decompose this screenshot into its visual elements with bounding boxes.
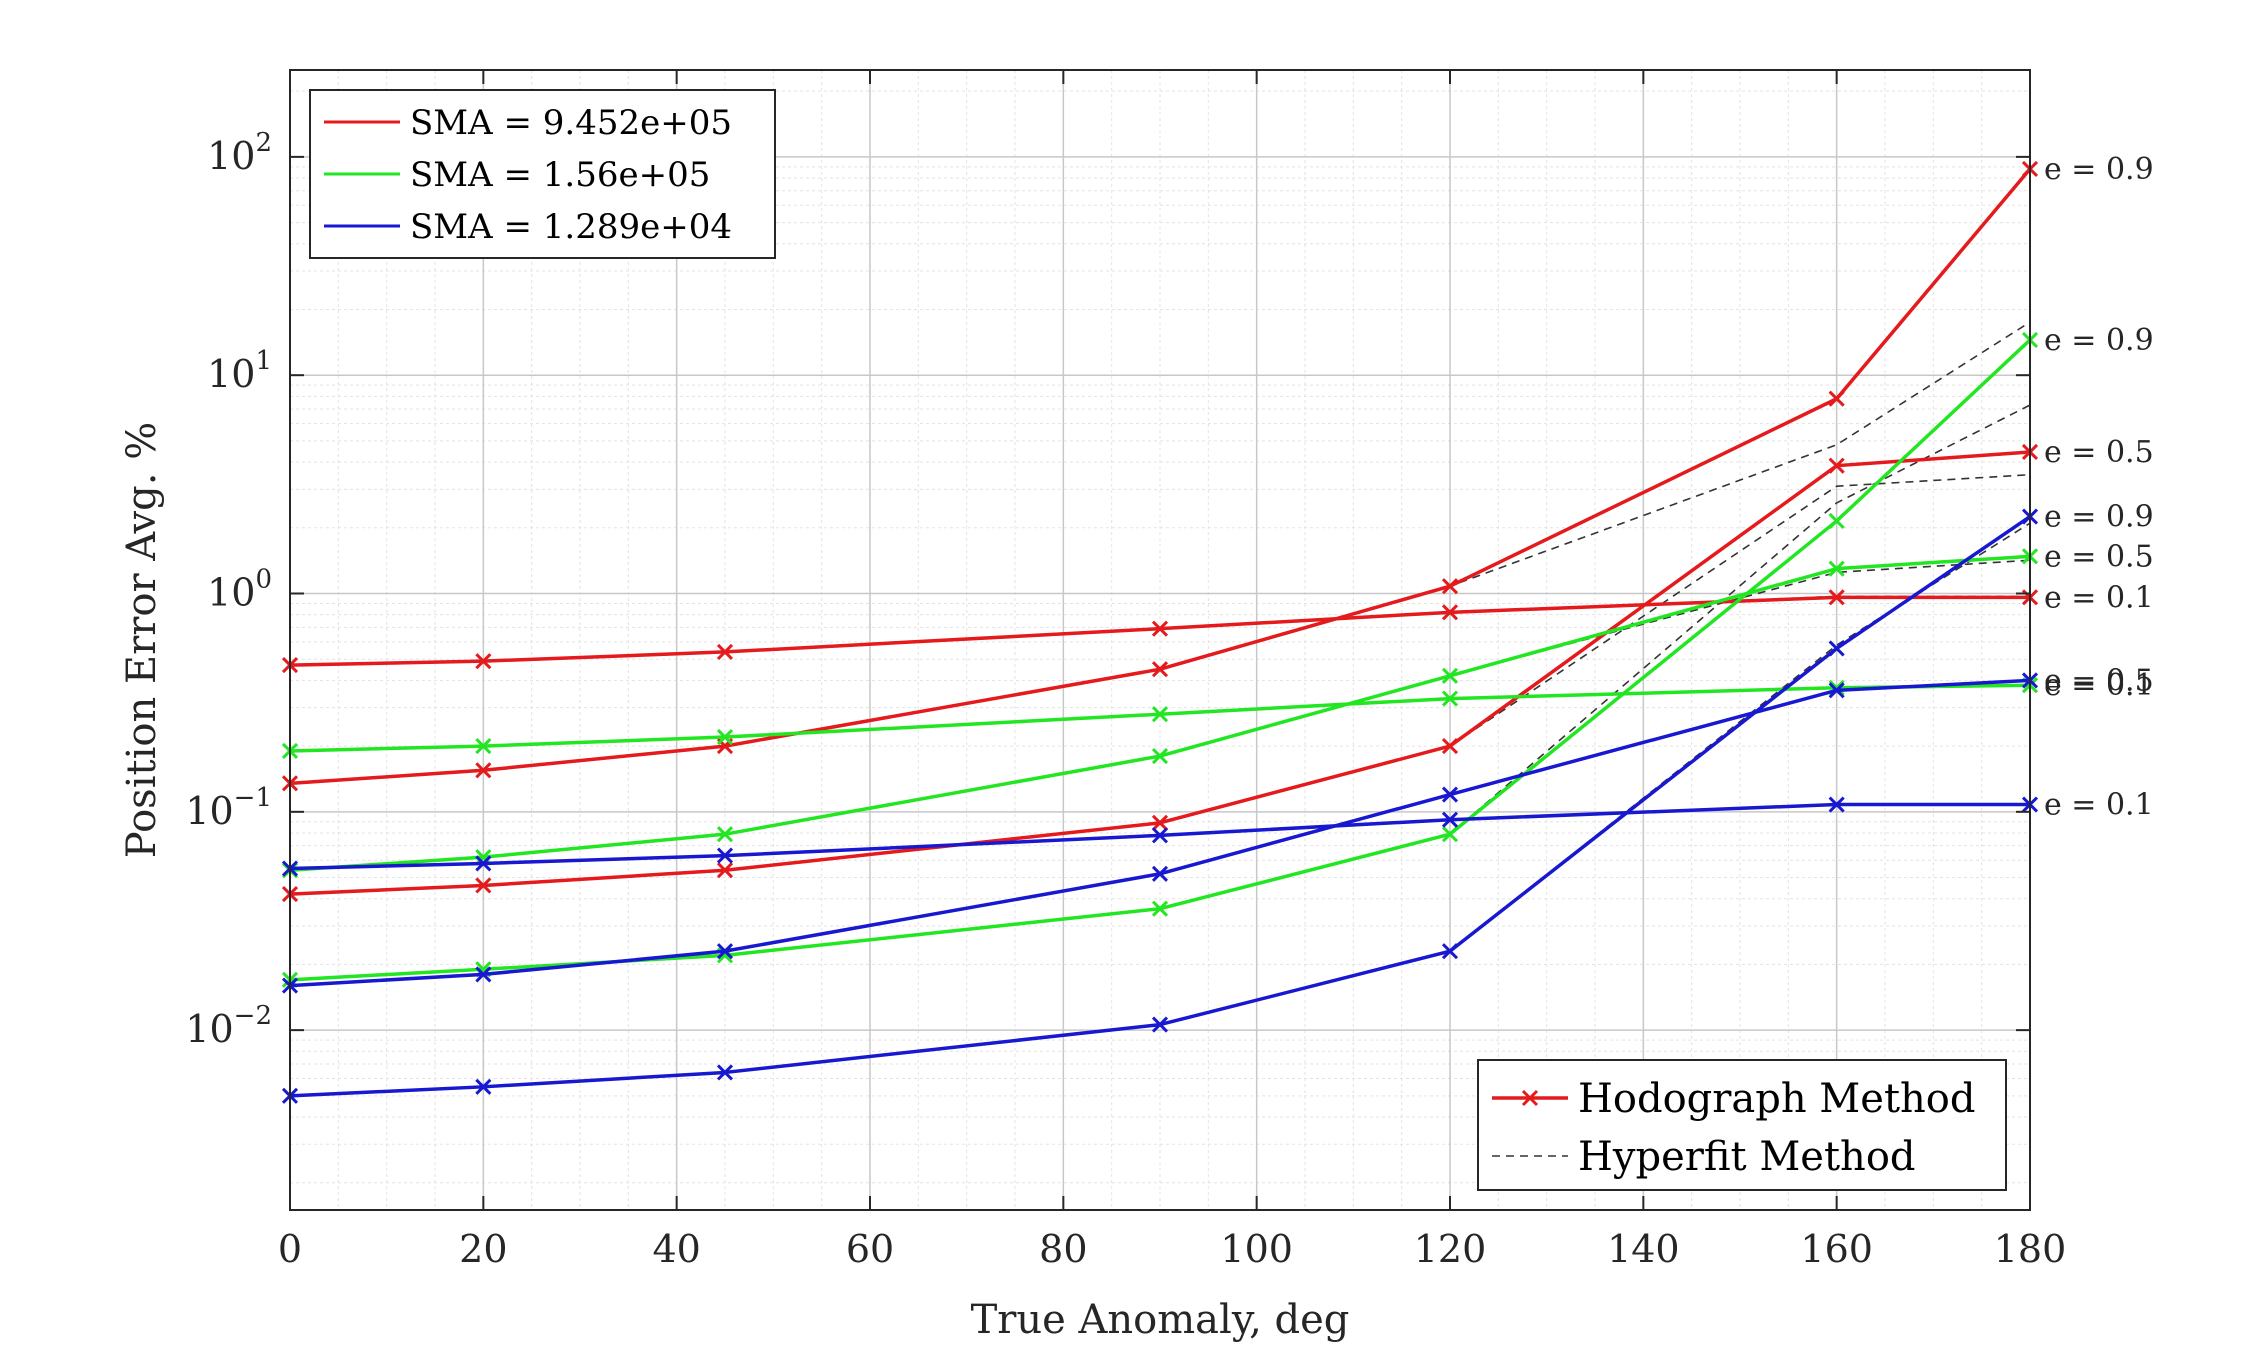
x-tick-label: 160 — [1800, 1227, 1873, 1271]
y-tick-label: 102 — [207, 128, 272, 178]
eccentricity-label: e = 0.1 — [2044, 788, 2154, 823]
method-legend-box — [1477, 1059, 2007, 1191]
data-point-marker — [1151, 865, 1169, 882]
eccentricity-label: e = 0.9 — [2044, 323, 2154, 358]
data-point-marker — [1151, 827, 1169, 844]
data-point-marker — [716, 729, 734, 746]
data-point-marker — [1828, 390, 1845, 407]
eccentricity-label: e = 0.5 — [2044, 435, 2154, 470]
data-point-marker — [1828, 560, 1845, 577]
data-point-marker — [1441, 943, 1459, 960]
x-axis-label: True Anomaly, deg — [971, 1297, 1350, 1343]
eccentricity-label: e = 0.5 — [2044, 539, 2154, 574]
x-tick-label: 20 — [459, 1227, 507, 1271]
eccentricity-label: e = 0.9 — [2044, 500, 2154, 535]
data-point-marker — [475, 1078, 492, 1095]
x-tick-label: 0 — [278, 1227, 302, 1271]
method-legend-marker — [1521, 1089, 1539, 1107]
data-point-marker — [475, 855, 492, 872]
method-legend-label: Hodograph Method — [1578, 1076, 1975, 1122]
y-tick-label: 10−2 — [185, 1001, 272, 1051]
data-point-marker — [716, 643, 734, 660]
data-point-marker — [1441, 667, 1459, 684]
data-point-marker — [1828, 589, 1845, 606]
data-point-marker — [716, 826, 734, 843]
data-point-marker — [475, 738, 492, 755]
x-tick-label: 40 — [652, 1227, 700, 1271]
data-point-marker — [1151, 706, 1169, 723]
method-legend: Hodograph Method Hyperfit Method — [1477, 1059, 2007, 1191]
x-tick-labels: 0 20 40 60 80 100 120 140 160 180 — [278, 1227, 2066, 1271]
x-tick-label: 140 — [1607, 1227, 1680, 1271]
sma-legend: SMA = 9.452e+05 SMA = 1.56e+05 SMA = 1.289… — [309, 89, 776, 259]
data-point-marker — [1441, 604, 1459, 621]
data-point-marker — [716, 943, 734, 960]
data-point-marker — [1151, 620, 1169, 637]
data-point-marker — [1441, 738, 1459, 755]
data-point-marker — [1441, 826, 1459, 843]
hodograph-lines — [281, 160, 2039, 1104]
x-tick-label: 100 — [1220, 1227, 1293, 1271]
sma-legend-label: SMA = 1.56e+05 — [410, 155, 710, 195]
data-point-marker — [1151, 900, 1169, 917]
data-point-marker — [475, 877, 492, 894]
data-point-marker — [475, 653, 492, 670]
data-point-marker — [1151, 1016, 1169, 1033]
data-point-marker — [716, 847, 734, 864]
y-tick-label: 100 — [207, 565, 272, 615]
data-point-marker — [1441, 578, 1459, 595]
data-point-marker — [475, 762, 492, 779]
method-legend-label: Hyperfit Method — [1578, 1134, 1916, 1180]
data-point-marker — [1441, 690, 1459, 707]
y-tick-labels: 10−2 10−1 100 101 102 — [185, 128, 272, 1051]
data-point-marker — [716, 862, 734, 879]
eccentricity-label: e = 0.1 — [2044, 668, 2154, 703]
y-tick-label: 10−1 — [185, 783, 272, 833]
data-point-marker — [1828, 457, 1845, 474]
data-point-marker — [1151, 814, 1169, 831]
data-point-marker — [1151, 661, 1169, 678]
x-tick-label: 60 — [846, 1227, 894, 1271]
x-tick-label: 120 — [1414, 1227, 1487, 1271]
y-tick-label: 101 — [207, 346, 272, 396]
data-point-marker — [1828, 682, 1845, 699]
data-point-marker — [475, 966, 492, 983]
data-point-marker — [1828, 512, 1845, 529]
axes-box — [289, 69, 2031, 1211]
y-axis-label: Position Error Avg. % — [119, 422, 165, 858]
eccentricity-labels: e = 0.9e = 0.5e = 0.1e = 0.9e = 0.5e = 0… — [2044, 152, 2154, 823]
axes — [289, 69, 2031, 1211]
data-point-marker — [716, 1064, 734, 1081]
eccentricity-label: e = 0.9 — [2044, 152, 2154, 187]
sma-legend-label: SMA = 9.452e+05 — [410, 103, 732, 143]
data-point-marker — [1151, 748, 1169, 765]
x-tick-label: 80 — [1039, 1227, 1087, 1271]
data-point-marker — [1441, 811, 1459, 828]
data-point-marker — [1441, 786, 1459, 803]
data-point-marker — [1828, 640, 1845, 657]
sma-legend-label: SMA = 1.289e+04 — [410, 207, 732, 247]
data-point-marker — [1828, 796, 1845, 813]
eccentricity-label: e = 0.1 — [2044, 580, 2154, 615]
eccentricity-label: e = 0.5 — [2044, 663, 2154, 698]
x-tick-label: 180 — [1994, 1227, 2067, 1271]
